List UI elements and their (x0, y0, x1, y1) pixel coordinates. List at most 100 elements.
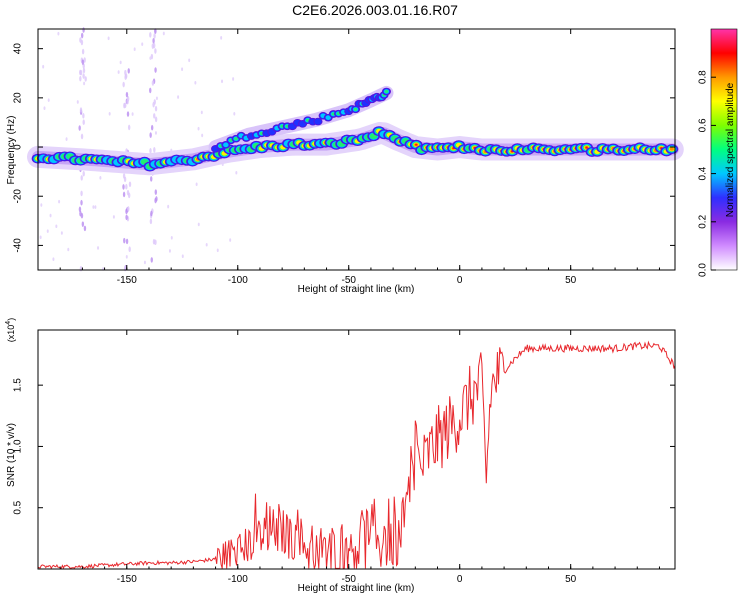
noise-speck (81, 48, 85, 55)
noise-speck (133, 47, 136, 52)
noise-speck (170, 236, 173, 240)
noise-speck (127, 124, 131, 131)
spectrogram-frame (37, 28, 676, 271)
noise-speck (78, 206, 82, 213)
noise-speck (43, 106, 46, 110)
noise-speck (141, 42, 144, 46)
noise-speck (220, 36, 223, 40)
figure-title: C2E6.2026.003.01.16.R07 (292, 2, 458, 18)
branch-blob (314, 118, 322, 125)
spectrogram-panel: -150 -100 -50 0 50 -40 -20 0 20 40 Height of str… (6, 27, 684, 295)
noise-speck (128, 246, 131, 253)
noise-speck (177, 95, 180, 99)
noise-speck (154, 105, 158, 112)
noise-speck (126, 189, 130, 196)
snr-y-exponent: (x104) (5, 318, 16, 342)
noise-speck (123, 265, 127, 272)
noise-speck (154, 48, 157, 54)
noise-speck (82, 170, 85, 177)
colorbar-tick-label: 0.4 (698, 166, 709, 180)
noise-speck (127, 68, 130, 74)
noise-speck (81, 221, 85, 227)
noise-speck (82, 119, 85, 125)
noise-speck (151, 80, 155, 86)
noise-speck (112, 215, 115, 219)
y-tick-label: 1.0 (13, 439, 24, 453)
noise-speck (126, 111, 130, 117)
noise-speck (162, 31, 165, 36)
snr-series-line (37, 340, 676, 570)
noise-speck (125, 238, 129, 245)
noise-speck (78, 125, 81, 131)
x-tick-label: -50 (342, 275, 357, 286)
x-tick-label: -150 (117, 574, 137, 585)
branch-blob (234, 137, 238, 141)
noise-speck (84, 76, 87, 82)
x-tick-label: 50 (565, 574, 577, 585)
x-tick-label: -150 (117, 275, 137, 286)
noise-speck (42, 64, 45, 69)
noise-speck (80, 175, 83, 181)
noise-speck (235, 170, 238, 175)
noise-speck (49, 213, 52, 218)
noise-speck (150, 176, 153, 182)
noise-speck (99, 176, 102, 180)
y-tick-label: 40 (13, 43, 24, 55)
noise-speck (79, 69, 83, 76)
noise-speck (39, 235, 42, 240)
trace-blob (415, 143, 418, 146)
noise-speck (149, 32, 152, 38)
noise-speck (40, 203, 43, 207)
noise-speck (76, 100, 79, 104)
noise-speck (47, 98, 50, 102)
colorbar-tick-label: 0.8 (698, 70, 709, 84)
noise-speck (153, 33, 156, 39)
spectral-traces (27, 85, 684, 176)
noise-speck (97, 246, 100, 250)
branch-blob (325, 115, 331, 120)
noise-speck (92, 205, 95, 209)
noise-speck (131, 112, 134, 116)
noise-speck (52, 257, 55, 261)
noise-speck (128, 181, 132, 188)
noise-speck (233, 112, 236, 116)
noise-speck (205, 242, 208, 247)
x-tick-label: -100 (228, 275, 248, 286)
noise-speck (149, 218, 153, 225)
noise-speck (195, 182, 198, 187)
trace-blob (585, 146, 588, 149)
noise-speck (94, 205, 97, 209)
noise-speck (79, 75, 82, 82)
noise-speck (55, 224, 58, 229)
noise-speck (150, 124, 154, 131)
noise-speck (149, 87, 152, 94)
noise-speck (153, 147, 156, 153)
noise-speck (151, 43, 154, 49)
noise-speck (80, 32, 84, 39)
spectrogram-x-axis: -150 -100 -50 0 50 (37, 29, 660, 286)
noise-speck (126, 98, 129, 105)
trace-blob (669, 147, 674, 151)
noise-speck (143, 260, 146, 265)
noise-speck (154, 189, 158, 195)
noise-speck (65, 137, 68, 141)
colorbar-gradient (710, 28, 738, 271)
noise-speck (122, 173, 126, 179)
noise-speck (125, 214, 128, 221)
colorbar-ticks: 0.0 0.2 0.4 0.6 0.8 (698, 70, 716, 277)
y-tick-label: 20 (13, 92, 24, 104)
y-tick-label: 0 (13, 144, 24, 150)
colorbar-label: Normalized spectral amplitude (725, 82, 736, 217)
y-tick-label: -20 (13, 189, 24, 204)
y-tick-label: 0.5 (13, 500, 24, 514)
x-tick-label: -50 (342, 574, 357, 585)
noise-speck (80, 190, 83, 197)
noise-speck (107, 36, 110, 41)
noise-speck (125, 183, 128, 190)
noise-speck (150, 257, 153, 263)
noise-speck (124, 74, 127, 80)
noise-speck (194, 80, 197, 85)
spectrogram-y-label: Frequency (Hz) (6, 116, 17, 185)
noise-speck (80, 212, 84, 219)
noise-speck (154, 28, 157, 34)
